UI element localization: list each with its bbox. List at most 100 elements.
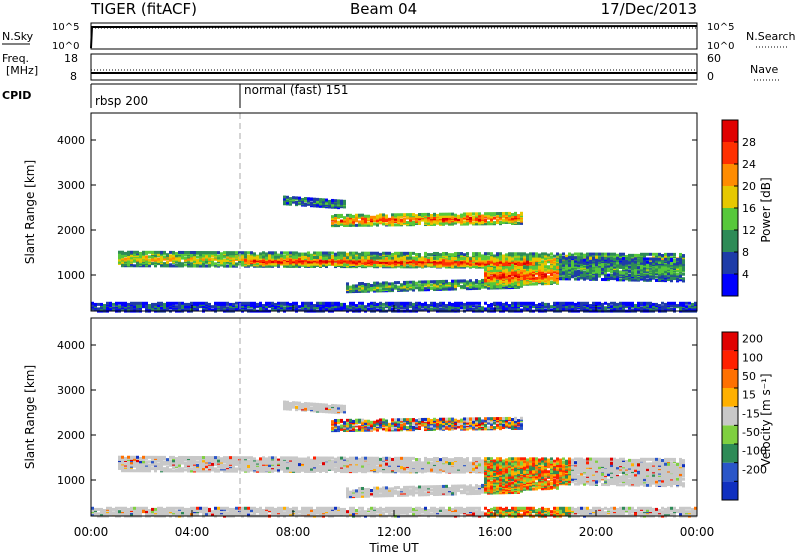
power-cell — [133, 250, 136, 254]
power-cell — [142, 305, 145, 309]
power-cell — [604, 252, 607, 256]
power-cell — [400, 301, 403, 305]
power-cell — [604, 301, 607, 305]
freq-right-tick-top: 60 — [707, 52, 721, 65]
power-cell — [505, 253, 508, 257]
power-cell — [298, 196, 301, 200]
power-cell — [583, 274, 586, 278]
power-cell — [505, 260, 508, 264]
power-cell — [322, 251, 325, 255]
power-cell — [532, 262, 535, 266]
power-cell — [166, 261, 169, 265]
power-cell — [589, 267, 592, 271]
power-cell — [484, 212, 487, 216]
power-cell — [232, 254, 235, 258]
power-cell — [289, 251, 292, 255]
power-cell — [472, 215, 475, 219]
power-cell — [634, 275, 637, 279]
power-cell — [277, 263, 280, 267]
power-cell — [424, 264, 427, 268]
power-cell — [598, 268, 601, 272]
power-cell — [541, 268, 544, 272]
power-cell — [553, 278, 556, 282]
power-cell — [481, 216, 484, 220]
power-cell — [121, 301, 124, 305]
power-cell — [307, 257, 310, 261]
power-cell — [565, 270, 568, 274]
power-cell — [535, 281, 538, 285]
power-cell — [493, 212, 496, 216]
power-cell — [583, 270, 586, 274]
power-cell — [421, 280, 424, 284]
power-cell — [427, 212, 430, 216]
power-cell — [580, 260, 583, 264]
power-cell — [637, 304, 640, 308]
power-cell — [346, 282, 349, 286]
power-cell — [490, 257, 493, 261]
power-cell — [496, 218, 499, 222]
power-cell — [595, 275, 598, 279]
power-cell — [151, 257, 154, 261]
power-cell — [499, 266, 502, 270]
power-cell — [598, 261, 601, 265]
power-cell — [517, 252, 520, 256]
power-cell — [478, 217, 481, 221]
power-cell — [349, 301, 352, 305]
power-cell — [223, 258, 226, 262]
power-cell — [502, 302, 505, 306]
power-cell — [454, 265, 457, 269]
power-cell — [421, 302, 424, 306]
power-cell — [556, 266, 559, 270]
power-cell — [211, 257, 214, 261]
power-cell — [409, 256, 412, 260]
power-cell — [454, 252, 457, 256]
power-cell — [379, 220, 382, 224]
power-cell — [244, 261, 247, 265]
power-cell — [490, 269, 493, 273]
power-cell — [412, 251, 415, 255]
power-cell — [370, 284, 373, 288]
power-cell — [379, 301, 382, 305]
power-cell — [610, 262, 613, 266]
power-cell — [115, 301, 118, 305]
power-cell — [439, 253, 442, 257]
power-cell — [466, 259, 469, 263]
power-cell — [412, 213, 415, 217]
power-cell — [394, 223, 397, 227]
power-cell — [385, 214, 388, 218]
power-cell — [415, 281, 418, 285]
power-cell — [250, 304, 253, 308]
power-cell — [397, 263, 400, 267]
power-cell — [331, 203, 334, 207]
power-cell — [586, 258, 589, 262]
power-cell — [502, 214, 505, 218]
power-cell — [460, 219, 463, 223]
power-cell — [550, 280, 553, 284]
power-cell — [313, 251, 316, 255]
power-cell — [355, 251, 358, 255]
power-cell — [457, 279, 460, 283]
power-cell — [553, 270, 556, 274]
power-cell — [259, 260, 262, 264]
power-cell — [316, 301, 319, 305]
power-cell — [394, 281, 397, 285]
power-cell — [421, 257, 424, 261]
power-cell — [286, 258, 289, 262]
power-cell — [601, 278, 604, 282]
power-cell — [157, 253, 160, 257]
power-cell — [442, 212, 445, 216]
power-cell — [337, 201, 340, 205]
power-cell — [592, 256, 595, 260]
power-cell — [388, 282, 391, 286]
power-cell — [187, 261, 190, 265]
power-cell — [574, 277, 577, 281]
power-cell — [568, 270, 571, 274]
power-cell — [139, 305, 142, 309]
power-cell — [475, 212, 478, 216]
power-cell — [364, 305, 367, 309]
power-cell — [604, 278, 607, 282]
power-cell — [631, 271, 634, 275]
power-cell — [376, 263, 379, 267]
power-cell — [193, 253, 196, 257]
power-cell — [346, 217, 349, 221]
